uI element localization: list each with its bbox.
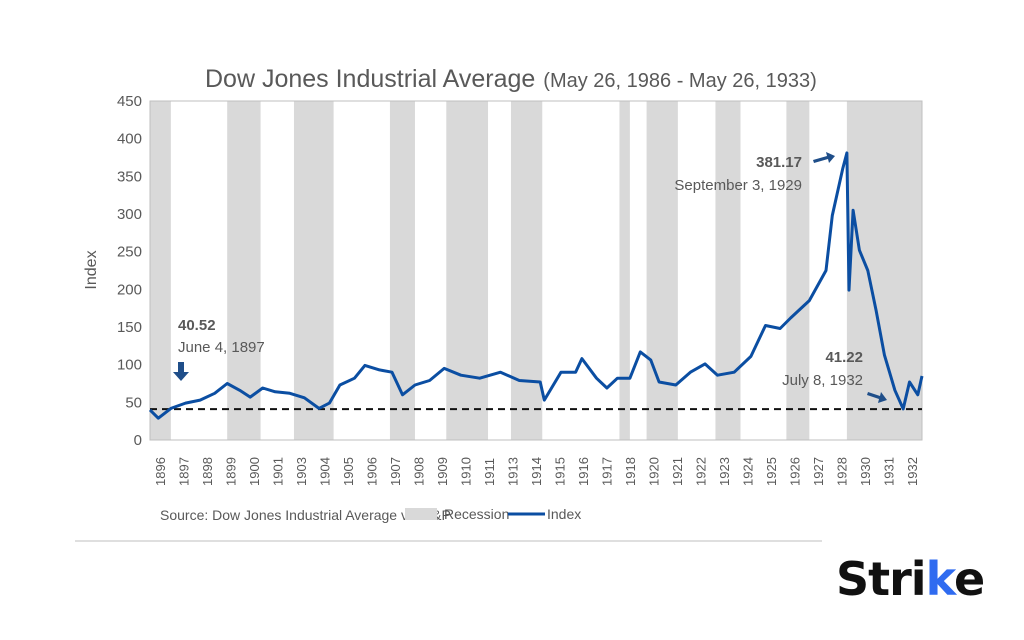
recession-band bbox=[227, 101, 261, 440]
recession-bands bbox=[150, 101, 922, 440]
x-tick-label: 1930 bbox=[858, 457, 873, 486]
y-tick-label: 100 bbox=[117, 357, 142, 374]
annotation-low-1932-value: 41.22 bbox=[825, 349, 863, 366]
y-tick-label: 200 bbox=[117, 281, 142, 298]
chart-title: Dow Jones Industrial Average (May 26, 198… bbox=[205, 65, 817, 93]
recession-band bbox=[715, 101, 741, 440]
x-tick-label: 1925 bbox=[764, 457, 779, 486]
index-series-line bbox=[148, 151, 924, 420]
x-tick-label: 1909 bbox=[435, 457, 450, 486]
x-tick-label: 1928 bbox=[835, 457, 850, 486]
legend-index-label: Index bbox=[547, 506, 581, 522]
recession-band bbox=[786, 101, 810, 440]
recession-band bbox=[646, 101, 678, 440]
legend-recession-label: Recession bbox=[444, 506, 509, 522]
x-tick-label: 1914 bbox=[529, 457, 544, 486]
y-axis-label: Index bbox=[83, 250, 100, 289]
x-tick-label: 1931 bbox=[882, 457, 897, 486]
x-tick-label: 1911 bbox=[482, 458, 497, 486]
x-tick-label: 1923 bbox=[717, 457, 732, 486]
annotation-low-1932-date: July 8, 1932 bbox=[782, 372, 863, 389]
x-tick-label: 1907 bbox=[388, 457, 403, 486]
x-tick-label: 1927 bbox=[811, 457, 826, 486]
x-tick-label: 1921 bbox=[670, 457, 685, 486]
x-tick-label: 1920 bbox=[647, 457, 662, 486]
x-tick-label: 1905 bbox=[341, 457, 356, 486]
legend-recession-swatch bbox=[405, 508, 437, 520]
y-tick-label: 250 bbox=[117, 244, 142, 261]
x-tick-label: 1904 bbox=[318, 457, 333, 486]
x-tick-label: 1916 bbox=[576, 457, 591, 486]
source-note: Source: Dow Jones Industrial Average via… bbox=[160, 507, 451, 523]
y-tick-label: 350 bbox=[117, 168, 142, 185]
x-tick-label: 1913 bbox=[506, 457, 521, 486]
x-tick-label: 1898 bbox=[200, 457, 215, 486]
x-tick-label: 1922 bbox=[694, 457, 709, 486]
x-tick-label: 1897 bbox=[177, 457, 192, 486]
y-tick-label: 150 bbox=[117, 319, 142, 336]
x-tick-label: 1900 bbox=[247, 457, 262, 486]
x-tick-label: 1924 bbox=[741, 457, 756, 486]
x-tick-label: 1926 bbox=[788, 457, 803, 486]
strike-logo: Strike bbox=[836, 552, 985, 606]
x-tick-label: 1918 bbox=[623, 457, 638, 486]
arrow-down-right-icon bbox=[867, 392, 887, 403]
x-tick-label: 1908 bbox=[412, 457, 427, 486]
x-tick-label: 1903 bbox=[294, 457, 309, 486]
plot-frame bbox=[149, 100, 923, 441]
x-tick-label: 1917 bbox=[600, 457, 615, 486]
x-tick-label: 1899 bbox=[224, 457, 239, 486]
recession-band bbox=[619, 101, 630, 440]
y-tick-label: 450 bbox=[117, 93, 142, 110]
x-tick-label: 1910 bbox=[459, 457, 474, 486]
annotation-peak-date: September 3, 1929 bbox=[674, 177, 802, 194]
recession-band bbox=[846, 101, 922, 440]
annotation-low-1897-value: 40.52 bbox=[178, 317, 216, 334]
y-axis-ticks: 0 50 100 150 200 250 300 350 400 450 bbox=[117, 93, 142, 449]
y-tick-label: 400 bbox=[117, 131, 142, 148]
annotation-low-1897-date: June 4, 1897 bbox=[178, 339, 265, 356]
y-tick-label: 0 bbox=[134, 432, 142, 449]
annotation-peak-value: 381.17 bbox=[756, 154, 802, 171]
x-tick-label: 1901 bbox=[271, 457, 286, 486]
y-tick-label: 50 bbox=[125, 394, 142, 411]
x-tick-label: 1906 bbox=[365, 457, 380, 486]
x-tick-label: 1896 bbox=[153, 457, 168, 486]
recession-band bbox=[293, 101, 334, 440]
recession-band bbox=[510, 101, 543, 440]
arrow-right-icon bbox=[813, 152, 835, 163]
x-tick-label: 1915 bbox=[553, 457, 568, 486]
arrow-down-icon bbox=[173, 362, 189, 381]
recession-band bbox=[389, 101, 415, 440]
x-axis-ticks: 1896 1897 1898 1899 1900 1901 1903 1904 1905 1906… bbox=[153, 457, 920, 486]
recession-band bbox=[150, 101, 171, 440]
x-tick-label: 1932 bbox=[905, 457, 920, 486]
y-tick-label: 300 bbox=[117, 206, 142, 223]
recession-band bbox=[446, 101, 489, 440]
